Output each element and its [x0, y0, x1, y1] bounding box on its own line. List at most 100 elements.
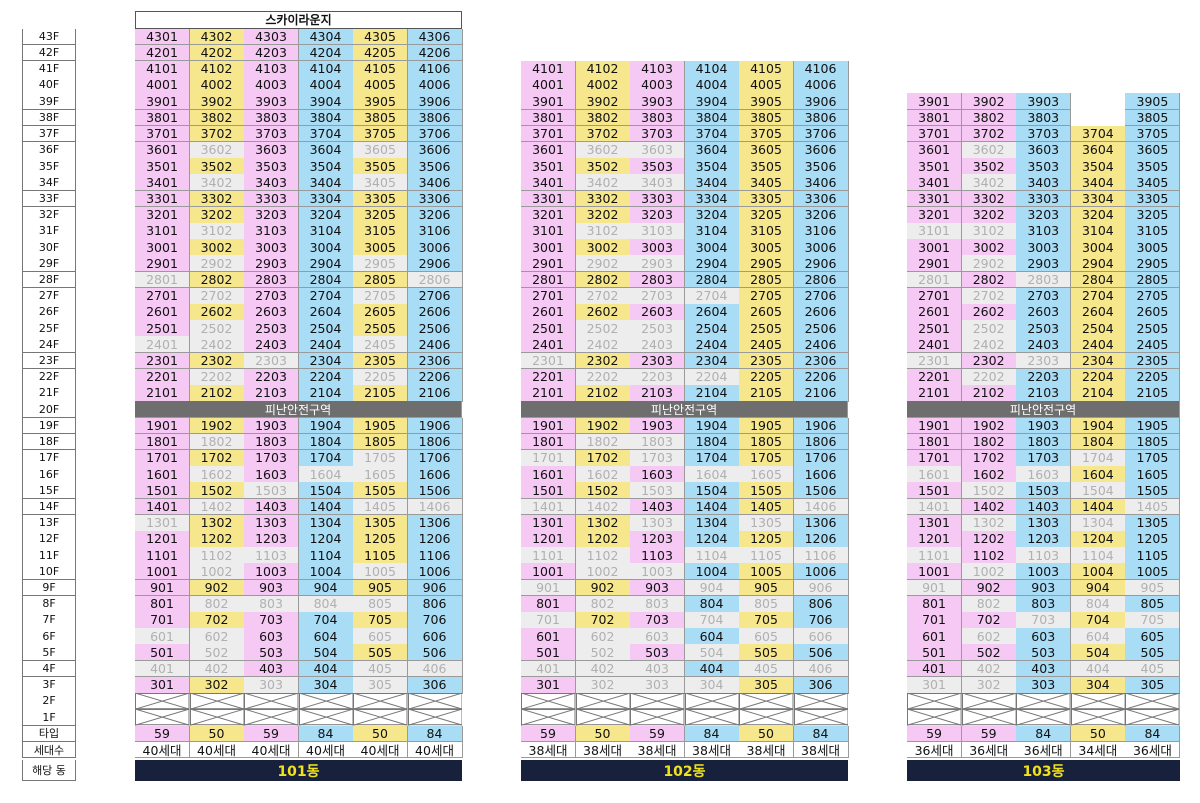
unit-cell: 3602 [575, 141, 631, 159]
households-cell: 40세대 [353, 741, 408, 759]
unit-cell: 503 [630, 644, 685, 662]
unit-cell: 2401 [135, 336, 190, 354]
unit-cell: 1406 [793, 498, 849, 516]
unit-cell: 1804 [684, 433, 740, 451]
unit-cell: 906 [407, 579, 463, 597]
floor-label: 27F [22, 287, 76, 305]
unit-cell: 304 [684, 676, 740, 694]
unit-cell: 4105 [353, 60, 408, 78]
unit-cell: 3504 [298, 158, 354, 175]
unit-cell: 3506 [793, 158, 849, 175]
unit-cell: 706 [793, 612, 849, 629]
unit-cell: 402 [961, 660, 1017, 678]
unit-cell: 4305 [353, 28, 408, 46]
unit-cell: 3601 [907, 141, 963, 159]
floor-label: 33F [22, 190, 76, 208]
unit-cell: 2801 [521, 271, 576, 289]
unit-cell: 1305 [739, 514, 794, 532]
crossed-cell [630, 693, 685, 710]
unit-cell: 2806 [407, 271, 463, 289]
unit-cell: 305 [1125, 676, 1181, 694]
unit-cell: 1305 [1125, 514, 1181, 532]
unit-cell: 1603 [244, 466, 299, 483]
unit-cell: 3903 [1016, 93, 1072, 111]
unit-cell: 3705 [1125, 125, 1181, 143]
unit-cell: 606 [407, 628, 463, 645]
unit-cell: 303 [244, 676, 299, 694]
type-cell: 59 [907, 725, 963, 743]
unit-cell: 2102 [961, 385, 1017, 402]
unit-cell: 2403 [630, 336, 685, 354]
unit-cell: 903 [244, 579, 299, 597]
floor-label: 23F [22, 352, 76, 370]
unit-cell: 1502 [189, 482, 245, 500]
unit-cell: 3701 [521, 125, 576, 143]
unit-cell: 3305 [353, 190, 408, 208]
unit-cell: 2501 [907, 320, 963, 337]
crossed-cell [684, 709, 739, 726]
unit-cell: 1104 [684, 547, 740, 564]
unit-cell: 3102 [189, 223, 245, 240]
unit-cell: 1006 [407, 563, 463, 581]
unit-cell: 1502 [575, 482, 631, 500]
households-cell: 38세대 [521, 741, 576, 759]
unit-cell: 2903 [244, 255, 299, 273]
unit-cell: 1402 [961, 498, 1017, 516]
unit-cell: 3801 [521, 109, 576, 127]
unit-cell: 3802 [189, 109, 245, 127]
unit-cell: 4304 [298, 28, 354, 46]
unit-cell: 4001 [135, 77, 190, 94]
unit-cell: 1204 [684, 531, 740, 548]
unit-cell: 2104 [684, 385, 740, 402]
unit-cell: 1705 [1125, 449, 1181, 467]
unit-cell: 1403 [244, 498, 299, 516]
crossed-cell [575, 693, 630, 710]
unit-cell: 3604 [1070, 141, 1126, 159]
unit-cell: 2202 [189, 368, 245, 386]
unit-cell: 803 [1016, 595, 1072, 613]
unit-cell: 2702 [189, 287, 245, 305]
unit-cell: 2306 [793, 352, 849, 370]
unit-cell: 3202 [575, 206, 631, 224]
unit-cell: 3306 [793, 190, 849, 208]
unit-cell: 903 [1016, 579, 1072, 597]
unit-cell: 905 [1125, 579, 1181, 597]
crossed-cell [793, 693, 848, 710]
unit-cell: 604 [1070, 628, 1126, 645]
unit-cell: 1206 [407, 531, 463, 548]
unit-cell: 1303 [1016, 514, 1072, 532]
unit-cell: 4004 [684, 77, 740, 94]
unit-cell: 3402 [961, 174, 1017, 192]
unit-cell: 3503 [630, 158, 685, 175]
unit-cell: 4202 [189, 44, 245, 62]
unit-cell: 601 [135, 628, 190, 645]
type-cell: 84 [684, 725, 740, 743]
unit-cell: 2104 [298, 385, 354, 402]
floor-label: 40F [22, 77, 76, 94]
unit-cell: 1904 [684, 417, 740, 435]
households-cell: 38세대 [793, 741, 849, 759]
unit-cell: 1806 [793, 433, 849, 451]
unit-cell: 1304 [684, 514, 740, 532]
unit-cell: 1003 [1016, 563, 1072, 581]
type-cell: 50 [353, 725, 408, 743]
unit-cell: 904 [298, 579, 354, 597]
unit-cell: 3701 [135, 125, 190, 143]
unit-cell: 3602 [961, 141, 1017, 159]
unit-cell: 505 [739, 644, 794, 662]
unit-cell: 1104 [298, 547, 354, 564]
unit-cell: 1803 [244, 433, 299, 451]
unit-cell: 1504 [684, 482, 740, 500]
unit-cell: 3905 [1125, 93, 1181, 111]
unit-cell: 3204 [684, 206, 740, 224]
unit-cell: 405 [1125, 660, 1181, 678]
unit-cell: 1803 [1016, 433, 1072, 451]
unit-cell: 1102 [961, 547, 1017, 564]
unit-cell: 2804 [684, 271, 740, 289]
crossed-cell [1070, 709, 1126, 726]
type-cell: 84 [298, 725, 354, 743]
unit-cell: 2202 [961, 368, 1017, 386]
type-cell: 59 [961, 725, 1017, 743]
unit-cell: 2705 [353, 287, 408, 305]
crossed-cell [244, 693, 299, 710]
